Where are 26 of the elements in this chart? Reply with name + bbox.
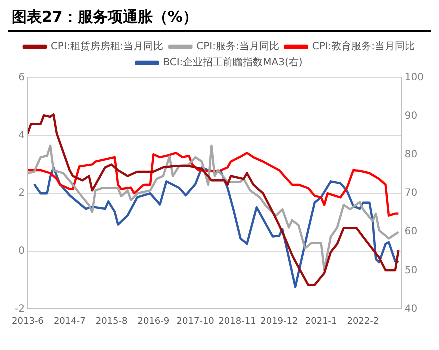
x-tick-label: 2021-1 (305, 316, 338, 327)
x-tick-label: 2017-10 (176, 316, 215, 327)
x-tick-label: 2022-2 (347, 316, 380, 327)
y-tick-label: 6 (18, 72, 25, 84)
y2-tick-label: 90 (404, 111, 418, 122)
y-tick-label: 0 (18, 246, 25, 257)
y2-tick-label: 60 (404, 226, 418, 238)
y-tick-label: 2 (18, 188, 25, 200)
y2-tick-label: 80 (404, 150, 418, 161)
legend-label: BCI:企业招工前瞻指数MA3(右) (163, 56, 303, 69)
x-tick-label: 2019-12 (260, 316, 298, 327)
x-tick-label: 2016-9 (138, 316, 170, 327)
y2-tick-label: 100 (404, 72, 424, 84)
y-tick-label: 4 (18, 130, 25, 142)
legend-label: CPI:租赁房房租:当月同比 (50, 40, 164, 53)
legend-label: CPI:教育服务:当月同比 (312, 40, 416, 53)
legend-label: CPI:服务:当月同比 (196, 40, 280, 53)
y2-tick-label: 70 (404, 188, 418, 200)
x-tick-label: 2018-11 (218, 316, 256, 327)
x-tick-label: 2014-7 (54, 316, 86, 327)
chart-title: 图表27：服务项通胀（%） (8, 8, 431, 32)
y2-tick-label: 40 (404, 304, 418, 315)
x-tick-label: 2015-8 (96, 316, 128, 327)
y-tick-label: -2 (14, 304, 25, 315)
y2-tick-label: 50 (404, 265, 418, 276)
x-tick-label: 2013-6 (12, 316, 44, 327)
